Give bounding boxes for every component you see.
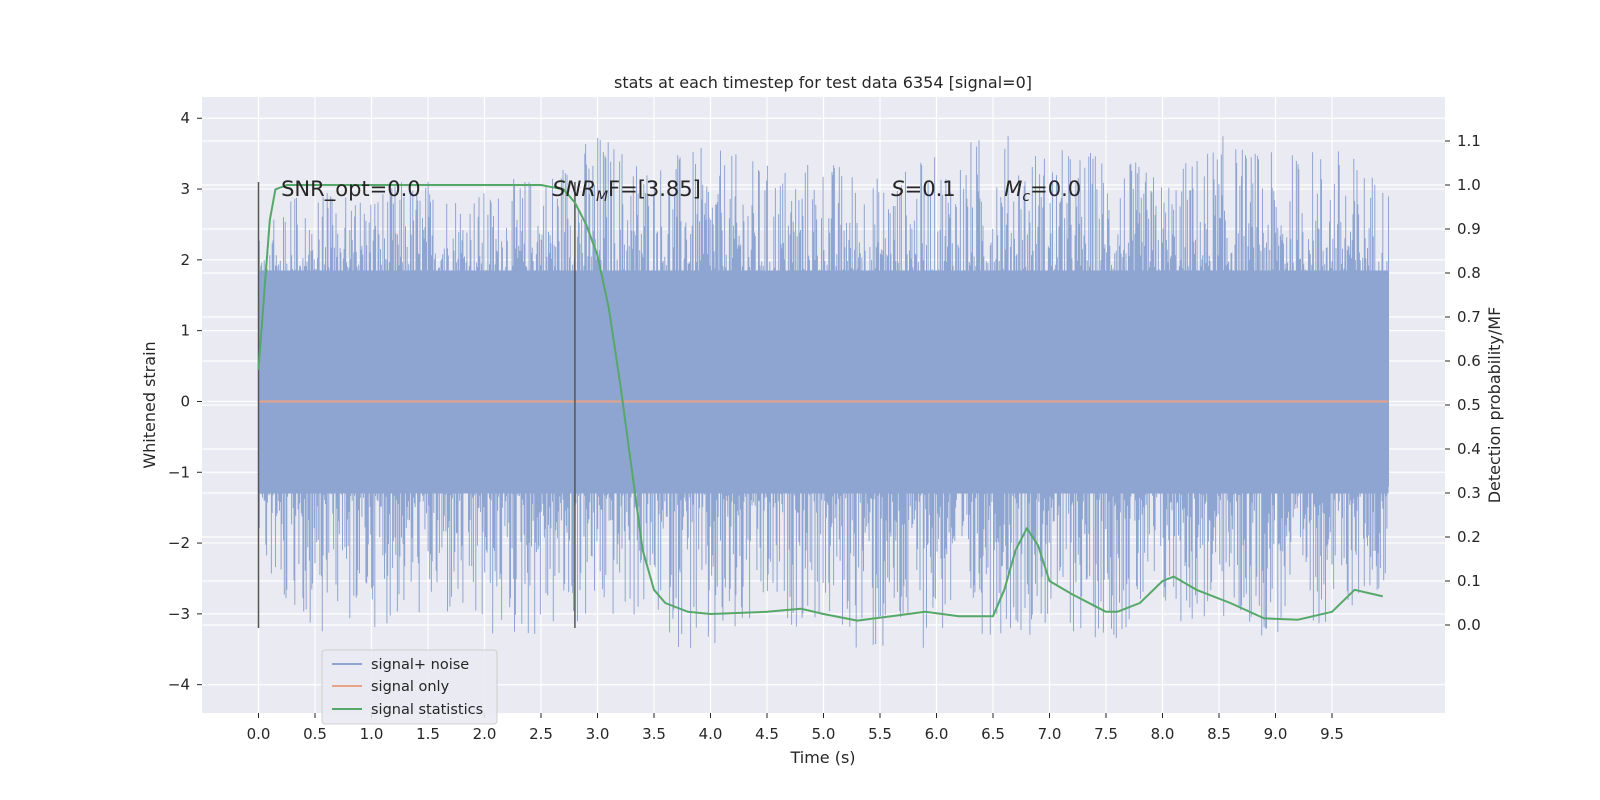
y-tick-label-right: 0.9 (1457, 220, 1481, 238)
x-tick-label: 7.5 (1094, 725, 1118, 743)
x-tick-label: 6.5 (981, 725, 1005, 743)
y-tick-label-right: 0.0 (1457, 616, 1481, 634)
y-axis-label-left: Whitened strain (140, 341, 159, 468)
x-tick-label: 9.0 (1264, 725, 1288, 743)
y-tick-label-left: 0 (180, 392, 190, 410)
y-axis-right: 1.1 1.0 0.9 0.8 0.7 0.6 0.5 0.4 0.3 0.2 0.1 0.0 (1445, 132, 1481, 634)
legend-label-signal: signal only (371, 679, 450, 695)
x-tick-label: 0.0 (247, 725, 271, 743)
legend-box (321, 649, 498, 725)
x-axis-label: Time (s) (789, 748, 855, 767)
annotations: SNR_opt=0.0 SNRMF=[3.85] S=0.1 Mc=0.0 (281, 177, 1081, 205)
y-tick-label-left: −3 (168, 605, 190, 623)
annotation: SNR_opt=0.0 (281, 177, 421, 202)
legend-label-stats: signal statistics (371, 702, 483, 718)
annotation: Mc=0.0 (1004, 177, 1081, 205)
y-tick-label-right: 0.1 (1457, 572, 1481, 590)
x-tick-label: 2.0 (473, 725, 497, 743)
x-tick-label: 4.5 (755, 725, 779, 743)
y-tick-label-left: 3 (180, 180, 190, 198)
y-tick-label-right: 0.6 (1457, 352, 1481, 370)
x-tick-label: 9.5 (1320, 725, 1344, 743)
y-tick-label-left: −4 (168, 676, 190, 694)
y-tick-label-right: 0.4 (1457, 440, 1481, 458)
y-tick-label-left: 2 (180, 251, 190, 269)
x-tick-label: 4.0 (699, 725, 723, 743)
y-tick-label-right: 0.5 (1457, 396, 1481, 414)
y-tick-label-left: 1 (180, 322, 190, 340)
x-tick-label: 2.5 (529, 725, 553, 743)
annotation: S=0.1 (891, 177, 955, 201)
y-tick-label-left: 4 (180, 109, 190, 127)
x-tick-label: 6.0 (925, 725, 949, 743)
y-tick-label-right: 0.2 (1457, 528, 1481, 546)
y-tick-label-right: 1.0 (1457, 176, 1481, 194)
y-axis-label-right: Detection probability/MF (1485, 307, 1504, 504)
y-tick-label-right: 1.1 (1457, 132, 1481, 150)
y-tick-label-left: −1 (168, 463, 190, 481)
x-tick-label: 3.0 (586, 725, 610, 743)
legend-label-noise: signal+ noise (371, 657, 469, 673)
x-axis: 0.0 0.5 1.0 1.5 2.0 2.5 3.0 3.5 4.0 4.5 5.0 5.5 6.0 6… (247, 713, 1344, 743)
y-tick-label-right: 0.7 (1457, 308, 1481, 326)
y-axis-left: 4 3 2 1 0 −1 −2 −3 −4 (168, 109, 202, 694)
x-tick-label: 1.0 (360, 725, 384, 743)
x-tick-label: 5.0 (812, 725, 836, 743)
x-tick-label: 1.5 (416, 725, 440, 743)
legend[interactable]: signal+ noise signal only signal statist… (321, 649, 498, 725)
x-tick-label: 8.5 (1207, 725, 1231, 743)
annotation: SNRMF=[3.85] (552, 177, 701, 205)
plot-area (257, 136, 1389, 648)
y-tick-label-right: 0.8 (1457, 264, 1481, 282)
x-tick-label: 8.0 (1151, 725, 1175, 743)
x-tick-label: 0.5 (303, 725, 327, 743)
x-tick-label: 7.0 (1038, 725, 1062, 743)
chart-title: stats at each timestep for test data 635… (614, 73, 1032, 92)
signal-statistics-series (257, 184, 1384, 622)
y-tick-label-right: 0.3 (1457, 484, 1481, 502)
x-tick-label: 3.5 (642, 725, 666, 743)
x-tick-label: 5.5 (868, 725, 892, 743)
y-tick-label-left: −2 (168, 534, 190, 552)
